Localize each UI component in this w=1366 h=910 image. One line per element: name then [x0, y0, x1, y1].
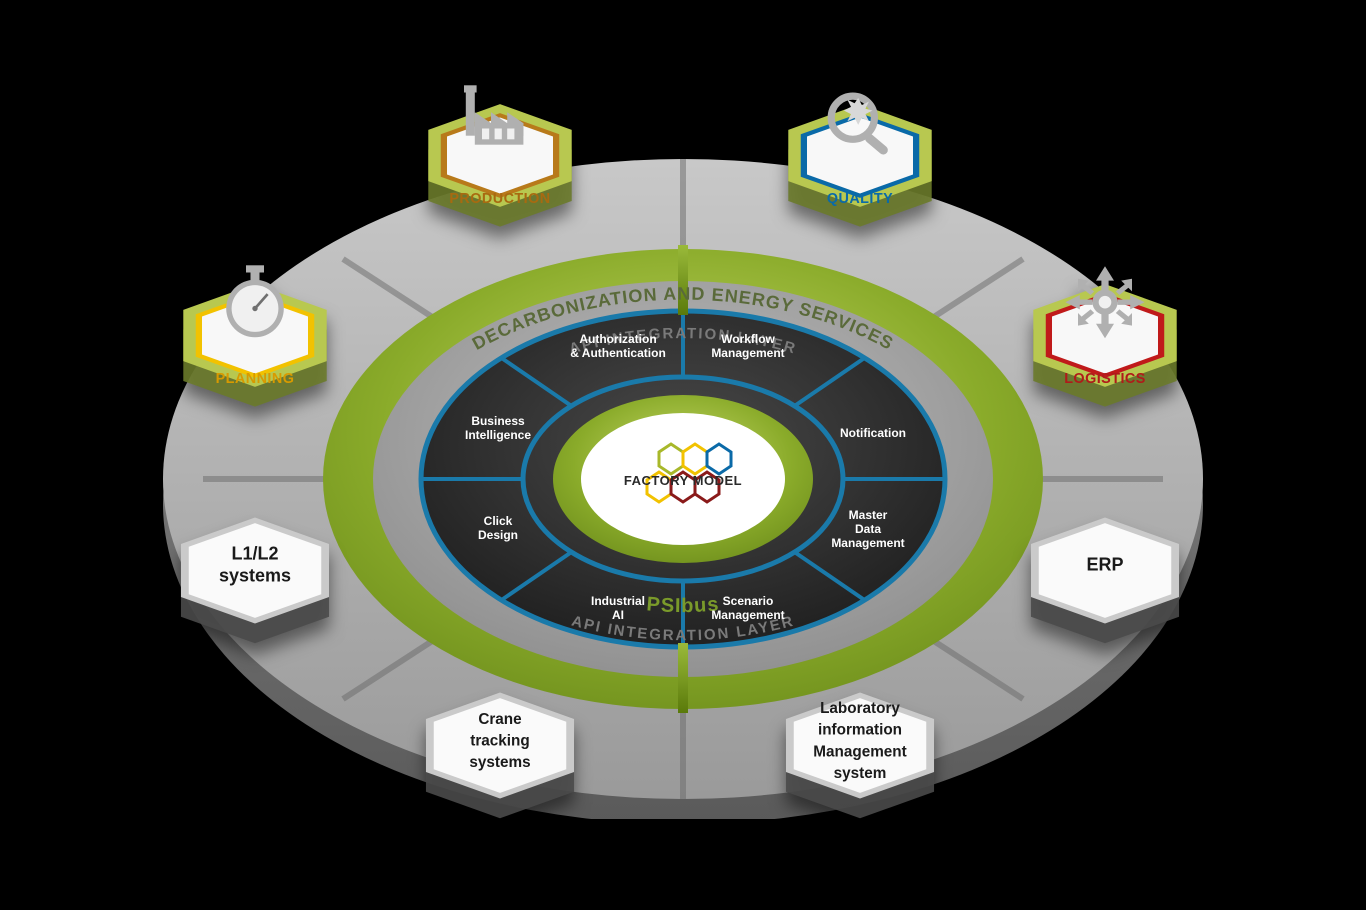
platform: DECARBONIZATION AND ENERGY SERVICES API …: [133, 119, 1233, 819]
hex-logistics: LOGISTICS: [1000, 250, 1210, 430]
hex-erp-label: ERP: [1086, 555, 1123, 575]
disc-svg: DECARBONIZATION AND ENERGY SERVICES API …: [133, 119, 1233, 819]
hex-crane: Cranetrackingsystems: [395, 660, 605, 840]
hex-l1l2: L1/L2systems: [150, 485, 360, 665]
hex-erp: ERP: [1000, 485, 1210, 665]
diagram-stage: DECARBONIZATION AND ENERGY SERVICES API …: [0, 0, 1366, 910]
hex-planning-title: PLANNING: [216, 371, 295, 387]
arc-psibus: PSIbus: [646, 593, 720, 617]
hex-production: PRODUCTION: [395, 70, 605, 250]
svg-text:BusinessIntelligence: BusinessIntelligence: [465, 414, 531, 442]
svg-text:Notification: Notification: [840, 426, 906, 440]
center-label: FACTORY MODEL: [624, 473, 742, 488]
svg-text:ClickDesign: ClickDesign: [478, 514, 518, 542]
hex-quality-title: QUALITY: [827, 191, 893, 207]
hex-crane-label: Cranetrackingsystems: [469, 711, 530, 771]
svg-text:Authorization& Authentication: Authorization& Authentication: [570, 332, 666, 360]
hex-lims: LaboratoryinformationManagementsystem: [755, 660, 965, 840]
hex-logistics-title: LOGISTICS: [1064, 371, 1146, 387]
hex-planning: PLANNING: [150, 250, 360, 430]
svg-text:WorkflowManagement: WorkflowManagement: [711, 332, 784, 360]
hex-production-title: PRODUCTION: [449, 191, 550, 207]
hex-quality: QUALITY: [755, 70, 965, 250]
